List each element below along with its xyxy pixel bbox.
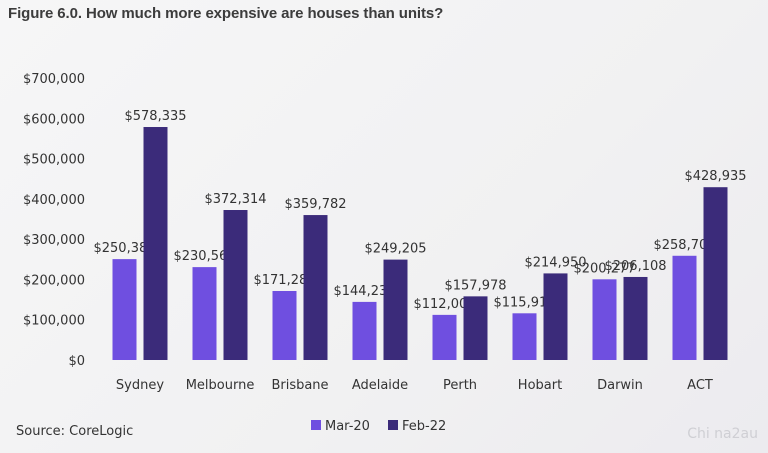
data-label: $214,950: [524, 255, 586, 270]
bar-mar-20: [592, 279, 617, 360]
y-tick-label: $400,000: [23, 193, 85, 208]
y-tick-label: $100,000: [23, 314, 85, 329]
bar-mar-20: [512, 313, 537, 360]
x-tick-label: Perth: [443, 378, 477, 393]
bar-feb-22: [143, 127, 168, 360]
bar-mar-20: [112, 259, 137, 360]
data-label: $230,561: [173, 249, 235, 264]
legend-swatch: [311, 420, 321, 430]
bar-mar-20: [432, 314, 457, 360]
y-tick-label: $0: [68, 354, 85, 369]
x-tick-label: Melbourne: [186, 378, 255, 393]
x-tick-label: Hobart: [518, 378, 562, 393]
x-tick-label: Adelaide: [352, 378, 408, 393]
data-label: $258,705: [653, 238, 715, 253]
data-label: $200,277: [573, 261, 635, 276]
bar-mar-20: [672, 255, 697, 360]
bar-feb-22: [383, 259, 408, 360]
data-label: $144,233: [333, 284, 395, 299]
bar-mar-20: [272, 290, 297, 360]
y-tick-label: $300,000: [23, 233, 85, 248]
bar-mar-20: [192, 267, 217, 360]
x-tick-label: Brisbane: [271, 378, 328, 393]
data-label: $249,205: [364, 242, 426, 257]
source-note: Source: CoreLogic: [16, 424, 134, 439]
bar-feb-22: [703, 187, 728, 360]
legend-label: Feb-22: [402, 419, 446, 434]
y-tick-label: $500,000: [23, 153, 85, 168]
data-label: $359,782: [284, 197, 346, 212]
bar-mar-20: [352, 301, 377, 360]
bar-feb-22: [303, 215, 328, 360]
data-label: $206,108: [604, 259, 666, 274]
x-tick-label: ACT: [687, 378, 713, 393]
data-label: $112,006: [413, 297, 475, 312]
bar-feb-22: [623, 276, 648, 360]
x-tick-label: Darwin: [597, 378, 643, 393]
legend-swatch: [388, 420, 398, 430]
bar-feb-22: [463, 296, 488, 360]
y-tick-label: $200,000: [23, 273, 85, 288]
data-label: $250,384: [93, 241, 155, 256]
data-label: $578,335: [124, 109, 186, 124]
y-tick-label: $700,000: [23, 72, 85, 87]
bar-feb-22: [543, 273, 568, 360]
legend-label: Mar-20: [325, 419, 370, 434]
y-tick-label: $600,000: [23, 112, 85, 127]
watermark: Chi na2au: [687, 426, 758, 442]
x-tick-label: Sydney: [116, 378, 164, 393]
data-label: $428,935: [684, 169, 746, 184]
data-label: $115,916: [493, 295, 555, 310]
chart-title: Figure 6.0. How much more expensive are …: [8, 5, 444, 22]
data-label: $372,314: [204, 192, 266, 207]
data-label: $157,978: [444, 278, 506, 293]
data-label: $171,287: [253, 273, 315, 288]
bar-feb-22: [223, 210, 248, 360]
